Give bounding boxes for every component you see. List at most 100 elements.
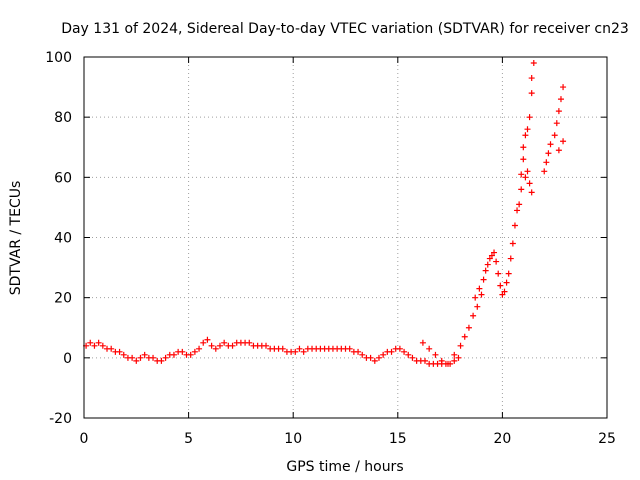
data-point: [292, 348, 299, 355]
data-point: [346, 345, 353, 352]
data-point: [162, 354, 169, 361]
data-point: [511, 222, 518, 229]
data-point: [493, 258, 500, 265]
data-point: [95, 339, 102, 346]
data-point: [367, 354, 374, 361]
data-point: [524, 168, 531, 175]
data-point: [484, 261, 491, 268]
data-point: [476, 285, 483, 292]
data-point: [555, 147, 562, 154]
data-point: [263, 342, 270, 349]
data-point: [451, 357, 458, 364]
data-point: [150, 354, 157, 361]
data-point: [520, 144, 527, 151]
data-point: [200, 339, 207, 346]
y-tick-label: 40: [54, 231, 72, 247]
data-point: [388, 348, 395, 355]
data-point: [129, 354, 136, 361]
data-point: [499, 291, 506, 298]
data-point: [432, 351, 439, 358]
data-point: [380, 351, 387, 358]
data-point: [457, 342, 464, 349]
data-point: [419, 339, 426, 346]
data-point: [526, 180, 533, 187]
data-point: [187, 351, 194, 358]
data-point: [528, 189, 535, 196]
data-point: [137, 354, 144, 361]
data-point: [191, 348, 198, 355]
data-point: [451, 351, 458, 358]
data-point: [497, 282, 504, 289]
data-point: [221, 339, 228, 346]
data-point: [486, 255, 493, 262]
data-point: [505, 270, 512, 277]
y-tick-label: -20: [49, 411, 72, 427]
data-point: [116, 348, 123, 355]
data-point: [229, 342, 236, 349]
data-point: [488, 252, 495, 259]
x-axis-label: GPS time / hours: [286, 459, 403, 475]
data-point: [300, 348, 307, 355]
data-point: [524, 126, 531, 133]
data-point: [133, 357, 140, 364]
data-point: [204, 336, 211, 343]
data-point: [522, 174, 529, 181]
data-point: [551, 132, 558, 139]
data-point: [518, 186, 525, 193]
data-point: [196, 345, 203, 352]
data-point: [520, 156, 527, 163]
data-point: [455, 354, 462, 361]
data-point: [170, 351, 177, 358]
data-point: [541, 168, 548, 175]
data-point: [426, 345, 433, 352]
data-point: [216, 342, 223, 349]
data-point: [528, 90, 535, 97]
data-point: [91, 342, 98, 349]
data-point: [87, 339, 94, 346]
data-point: [470, 312, 477, 319]
plot-frame: [83, 56, 608, 419]
data-point: [208, 342, 215, 349]
data-point: [560, 138, 567, 145]
data-point: [120, 351, 127, 358]
data-point: [99, 342, 106, 349]
data-point: [405, 351, 412, 358]
data-point: [396, 345, 403, 352]
data-point: [375, 354, 382, 361]
x-tick-label: 15: [389, 431, 407, 447]
y-axis-label: SDTVAR / TECUs: [8, 181, 24, 296]
data-point: [445, 360, 452, 367]
data-point: [503, 279, 510, 286]
y-tick-label: 0: [63, 351, 72, 367]
data-point: [516, 201, 523, 208]
data-point: [371, 357, 378, 364]
data-point: [421, 357, 428, 364]
data-point: [279, 345, 286, 352]
data-point: [514, 207, 521, 214]
data-point: [158, 357, 165, 364]
data-point: [246, 339, 253, 346]
data-point: [355, 348, 362, 355]
data-point: [543, 159, 550, 166]
data-point: [480, 276, 487, 283]
data-point: [530, 60, 537, 67]
tick-labels: 0 5 10 15 20 25 -20 0 20 40 60 80 100: [45, 50, 616, 447]
data-point: [461, 333, 468, 340]
data-point: [472, 294, 479, 301]
data-point: [518, 171, 525, 178]
y-tick-label: 80: [54, 110, 72, 126]
data-point: [409, 354, 416, 361]
data-point: [547, 141, 554, 148]
data-point: [465, 324, 472, 331]
data-point: [553, 120, 560, 127]
data-point: [507, 255, 514, 262]
data-point: [141, 351, 148, 358]
data-point: [491, 249, 498, 256]
data-point: [482, 267, 489, 274]
x-tick-label: 20: [493, 431, 511, 447]
chart-title: Day 131 of 2024, Sidereal Day-to-day VTE…: [61, 21, 629, 37]
x-tick-label: 0: [80, 431, 89, 447]
data-point: [401, 348, 408, 355]
